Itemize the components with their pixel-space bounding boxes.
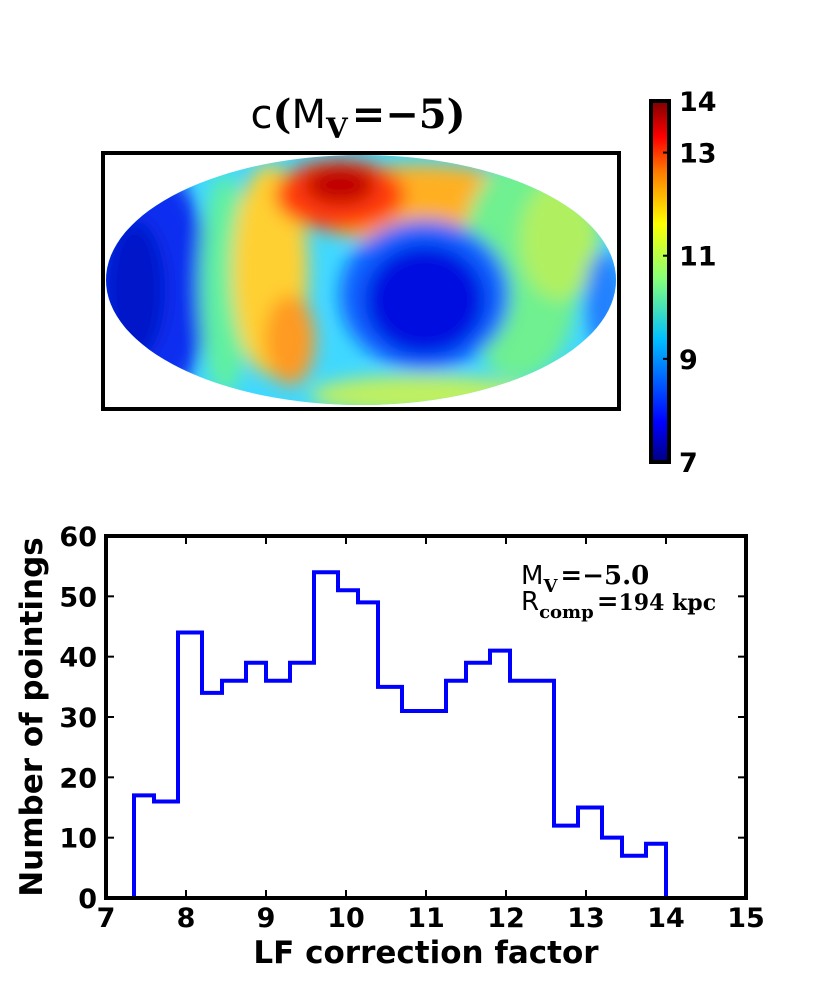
annotation-line1: MV =−5.0 [521,561,649,597]
x-tick-label: 7 [97,903,116,934]
blob-bottom [310,375,530,405]
histogram-bin [622,856,646,898]
x-tick-label: 14 [647,903,685,934]
histogram-bin [534,681,554,898]
colorbar-tick-label: 11 [679,242,717,273]
x-tick-label: 10 [327,903,365,934]
annot-eq2: = [597,587,619,617]
annotation-line2: Rcomp =194 kpc [521,587,716,623]
title-sub-V: V [325,112,349,145]
histogram-bin [578,808,602,899]
histogram-bin [446,681,466,898]
histogram-bin [222,681,246,898]
map-title: c(MV =−5) [251,91,466,145]
colorbar-ticks: 14 13 11 9 7 [663,87,717,479]
x-tick-label: 13 [567,903,605,934]
histogram-bin [646,844,666,898]
annot-val1: −5.0 [582,561,649,591]
y-tick-label: 40 [59,643,97,674]
histogram-bin [154,801,178,898]
histogram-bin [246,663,266,898]
x-axis-label: LF correction factor [253,935,599,971]
histogram-bin [602,838,622,898]
histogram-bin [422,711,446,898]
title-eq: = [352,91,386,138]
histogram-bin [178,633,202,898]
histogram-bin [554,826,578,898]
histogram-bin [378,687,402,898]
blob-center-deep [365,245,485,355]
x-tick-label: 15 [727,903,765,934]
histogram-bin [402,711,422,898]
sky-blobs [106,160,616,405]
title-paren-close: ) [447,91,466,138]
blob-left-deep [106,220,165,360]
histogram-bin [490,651,510,898]
colorbar-gradient [649,99,671,464]
colorbar-tick-label: 9 [679,345,698,376]
colorbar: 14 13 11 9 7 [649,87,717,479]
y-tick-label: 0 [78,884,97,915]
annot-R: R [521,587,539,617]
histogram-bin [466,663,490,898]
sky-map [106,155,616,405]
blob-darkred [305,165,375,205]
annot-M: M [521,561,543,591]
x-tick-label: 12 [487,903,525,934]
histogram-bin [266,681,290,898]
histogram-annotation: MV =−5.0 Rcomp =194 kpc [521,561,716,623]
y-tick-label: 10 [59,824,97,855]
svg-text:c(MV=−5): c(MV =−5) [251,91,466,145]
histogram-frame [104,534,748,900]
title-val: −5 [385,91,446,138]
y-tick-label: 50 [59,582,97,613]
title-c: c [251,92,273,138]
histogram-bin [358,602,378,898]
annot-sub-comp: comp [539,602,594,623]
histogram-bin [314,572,338,898]
y-tick-label: 30 [59,703,97,734]
colorbar-tick-label: 14 [679,87,717,118]
annot-sub-V: V [542,576,558,597]
histogram-bin [290,663,314,898]
blob-orange-lower [265,295,315,385]
x-tick-label: 11 [407,903,445,934]
title-paren-open: ( [273,91,292,138]
annot-val2: 194 kpc [618,590,716,616]
title-M: M [291,92,326,138]
annot-eq1: = [560,561,582,591]
x-tick-label: 8 [177,903,196,934]
histogram-ticks: 7 8 9 10 11 12 13 14 15 0 10 20 30 40 50 60 [59,522,764,934]
x-tick-label: 9 [257,903,276,934]
y-tick-label: 60 [59,522,97,553]
colorbar-tick-label: 7 [679,448,698,479]
y-tick-label: 20 [59,763,97,794]
histogram-bin [202,693,222,898]
y-axis-label: Number of pointings [14,537,50,897]
map-frame [101,151,621,411]
colorbar-tick-label: 13 [679,139,717,170]
histogram-bin [338,590,358,898]
histogram-bin [134,795,154,898]
histogram-step-line [132,570,668,898]
histogram-bin [510,681,534,898]
